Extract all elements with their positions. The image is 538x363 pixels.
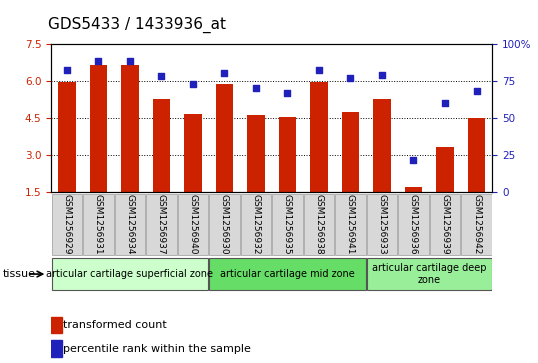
Bar [436, 147, 454, 192]
Bar [52, 194, 82, 255]
Bar [153, 99, 170, 192]
Bar [52, 258, 208, 290]
Point [283, 90, 292, 95]
Bar [241, 194, 271, 255]
Bar [184, 114, 202, 192]
Point [125, 58, 134, 64]
Bar [178, 194, 208, 255]
Text: tissue: tissue [3, 269, 36, 279]
Bar [51, 340, 62, 357]
Bar [335, 194, 366, 255]
Bar [405, 187, 422, 192]
Bar [279, 117, 296, 192]
Text: GSM1256939: GSM1256939 [441, 194, 450, 255]
Text: GSM1256930: GSM1256930 [220, 194, 229, 255]
Point [62, 68, 71, 73]
Point [409, 157, 418, 163]
Text: GSM1256942: GSM1256942 [472, 194, 481, 255]
Bar [367, 194, 397, 255]
Text: GSM1256941: GSM1256941 [346, 194, 355, 255]
Text: percentile rank within the sample: percentile rank within the sample [63, 344, 251, 354]
Point [441, 100, 449, 106]
Bar [51, 317, 62, 333]
Point [94, 58, 103, 64]
Text: articular cartilage superficial zone: articular cartilage superficial zone [46, 269, 214, 279]
Text: GSM1256932: GSM1256932 [251, 194, 260, 255]
Text: GSM1256936: GSM1256936 [409, 194, 418, 255]
Point [346, 75, 355, 81]
Text: GSM1256937: GSM1256937 [157, 194, 166, 255]
Text: articular cartilage mid zone: articular cartilage mid zone [220, 269, 355, 279]
Text: transformed count: transformed count [63, 321, 167, 330]
Bar [121, 65, 139, 192]
Bar [462, 194, 492, 255]
Bar [304, 194, 334, 255]
Bar [373, 99, 391, 192]
Point [157, 73, 166, 79]
Point [378, 72, 386, 78]
Point [189, 81, 197, 87]
Bar [209, 258, 366, 290]
Bar [209, 194, 239, 255]
Bar [90, 65, 107, 192]
Bar [58, 82, 75, 192]
Point [472, 88, 481, 94]
Bar [398, 194, 429, 255]
Text: GSM1256934: GSM1256934 [125, 194, 134, 255]
Text: GSM1256931: GSM1256931 [94, 194, 103, 255]
Bar [247, 115, 265, 192]
Bar [342, 112, 359, 192]
Point [220, 70, 229, 76]
Text: GDS5433 / 1433936_at: GDS5433 / 1433936_at [48, 16, 226, 33]
Bar [216, 85, 233, 192]
Text: GSM1256935: GSM1256935 [283, 194, 292, 255]
Point [252, 85, 260, 91]
Text: articular cartilage deep
zone: articular cartilage deep zone [372, 263, 486, 285]
Bar [367, 258, 492, 290]
Text: GSM1256938: GSM1256938 [314, 194, 323, 255]
Text: GSM1256929: GSM1256929 [62, 194, 72, 255]
Text: GSM1256933: GSM1256933 [378, 194, 386, 255]
Bar [468, 118, 485, 192]
Bar [310, 82, 328, 192]
Bar [430, 194, 460, 255]
Text: GSM1256940: GSM1256940 [188, 194, 197, 255]
Bar [272, 194, 302, 255]
Point [315, 68, 323, 73]
Bar [146, 194, 176, 255]
Bar [115, 194, 145, 255]
Bar [83, 194, 114, 255]
